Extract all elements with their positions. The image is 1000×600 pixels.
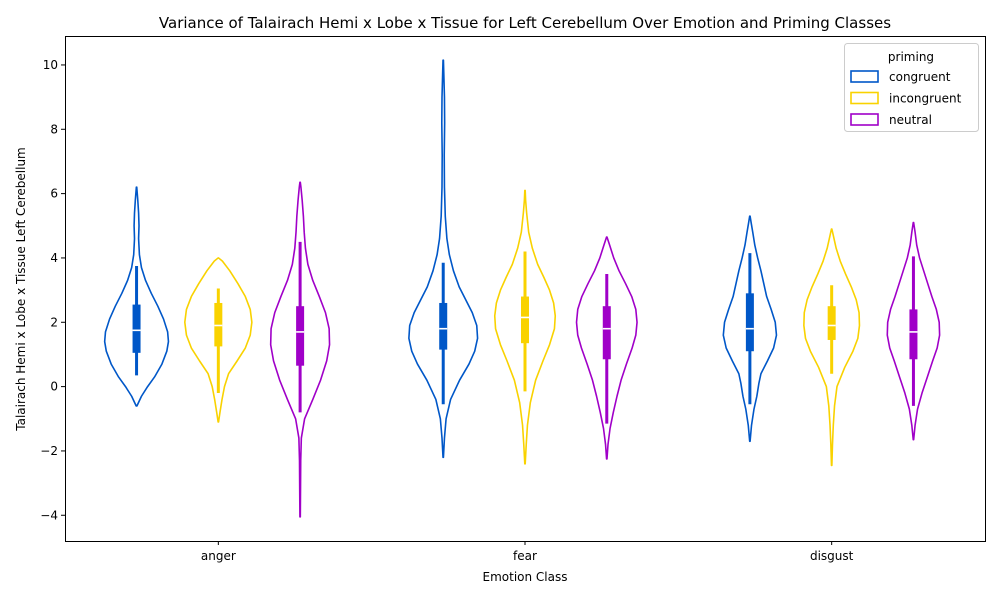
violin-incongruent-disgust (803, 228, 861, 467)
legend-title: priming (888, 50, 934, 64)
y-tick-label: 10 (43, 58, 58, 72)
violin-congruent-anger (103, 186, 170, 407)
y-tick-label: 6 (50, 187, 58, 201)
legend-label-incongruent: incongruent (889, 92, 962, 106)
y-tick-label: 4 (50, 251, 58, 265)
violin-neutral-anger (269, 181, 331, 518)
y-tick-label: 0 (50, 380, 58, 394)
legend-swatch-congruent (850, 70, 879, 83)
y-tick-label: 8 (50, 122, 58, 136)
legend: priming congruent incongruent neutral (844, 43, 979, 132)
y-axis: −4 −2 0 2 4 6 8 10 (40, 58, 65, 522)
iqr-box-congruent-disgust (745, 293, 754, 352)
y-tick-label: −4 (40, 508, 58, 522)
violin-incongruent-fear (493, 189, 557, 465)
violin-neutral-fear (575, 236, 638, 460)
y-tick-label: 2 (50, 315, 58, 329)
legend-label-neutral: neutral (889, 113, 932, 127)
iqr-box-neutral-disgust (909, 309, 918, 360)
legend-frame (844, 43, 979, 132)
iqr-box-incongruent-anger (214, 302, 223, 347)
chart-title: Variance of Talairach Hemi x Lobe x Tiss… (159, 14, 891, 32)
violin-congruent-disgust (722, 215, 778, 443)
x-tick-label-fear: fear (513, 549, 537, 563)
x-axis: anger fear disgust (201, 541, 854, 563)
violin-congruent-fear (408, 59, 479, 459)
x-tick-label-disgust: disgust (810, 549, 854, 563)
legend-swatch-incongruent (850, 91, 879, 105)
y-axis-label: Talairach Hemi x Lobe x Tissue Left Cere… (14, 147, 28, 432)
legend-swatch-neutral (850, 113, 879, 126)
iqr-box-incongruent-disgust (827, 306, 836, 340)
y-tick-label: −2 (40, 444, 58, 458)
iqr-box-congruent-fear (439, 302, 448, 350)
violin-neutral-disgust (886, 221, 941, 441)
violin-incongruent-anger (184, 257, 253, 423)
iqr-box-neutral-anger (296, 306, 305, 366)
iqr-box-neutral-fear (602, 306, 611, 360)
x-tick-label-anger: anger (201, 549, 236, 563)
legend-label-congruent: congruent (889, 70, 951, 84)
iqr-box-congruent-anger (132, 304, 141, 353)
iqr-box-incongruent-fear (521, 296, 529, 344)
x-axis-label: Emotion Class (483, 570, 568, 584)
plot-area (103, 59, 941, 518)
